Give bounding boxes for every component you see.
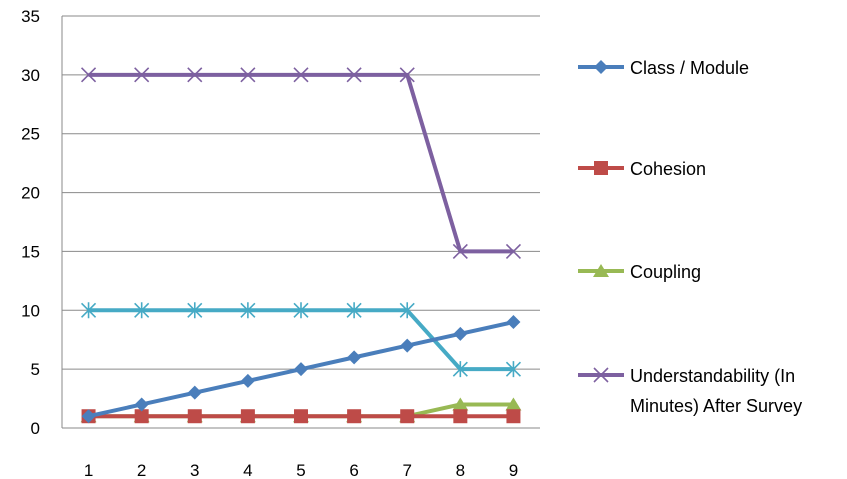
data-point bbox=[81, 409, 96, 424]
x-tick-label: 1 bbox=[84, 461, 93, 479]
data-point bbox=[187, 67, 203, 83]
legend-swatch-marker bbox=[593, 367, 609, 383]
data-point bbox=[346, 302, 362, 319]
y-tick-label: 30 bbox=[21, 66, 40, 85]
y-tick-label: 0 bbox=[31, 419, 40, 438]
data-point bbox=[240, 67, 256, 83]
legend-swatch-marker bbox=[593, 264, 609, 277]
data-point bbox=[294, 409, 308, 424]
x-tick-label: 2 bbox=[137, 461, 146, 479]
data-point bbox=[452, 243, 468, 259]
y-tick-label: 35 bbox=[21, 7, 40, 26]
data-point bbox=[80, 67, 97, 83]
data-point bbox=[505, 397, 522, 411]
data-point bbox=[187, 385, 202, 400]
series-3 bbox=[80, 67, 522, 259]
data-point bbox=[80, 302, 97, 319]
data-point bbox=[293, 67, 309, 83]
data-point bbox=[134, 397, 149, 412]
y-tick-label: 20 bbox=[21, 184, 40, 203]
data-point bbox=[453, 409, 468, 424]
data-point bbox=[134, 67, 150, 83]
legend-swatch-marker bbox=[594, 60, 608, 74]
series-line bbox=[88, 72, 514, 254]
data-point bbox=[506, 409, 521, 424]
data-point bbox=[399, 302, 415, 319]
legend-label: Minutes) After Survey bbox=[630, 396, 802, 416]
data-point bbox=[346, 67, 362, 83]
series-line bbox=[88, 308, 514, 372]
data-point bbox=[240, 302, 256, 319]
data-point bbox=[347, 350, 362, 365]
legend-swatch-marker bbox=[594, 161, 608, 175]
y-tick-label: 25 bbox=[21, 125, 40, 144]
x-tick-label: 6 bbox=[349, 461, 358, 479]
legend-label: Class / Module bbox=[630, 58, 749, 78]
series-layer bbox=[80, 67, 522, 424]
data-point bbox=[187, 302, 203, 319]
series-0 bbox=[81, 315, 521, 424]
axes: 0 5 10 15 20 25 30 35 1 2 3 4 5 6 7 8 9 bbox=[21, 7, 518, 479]
data-point bbox=[294, 362, 308, 377]
legend-label: Understandability (In bbox=[630, 366, 795, 386]
data-point bbox=[134, 302, 150, 319]
data-point bbox=[452, 397, 469, 411]
data-point bbox=[240, 409, 255, 424]
data-point bbox=[453, 326, 468, 341]
legend-label: Coupling bbox=[630, 262, 701, 282]
x-tick-label: 3 bbox=[190, 461, 199, 479]
y-tick-label: 10 bbox=[21, 301, 40, 320]
data-point bbox=[399, 67, 415, 83]
legend-item: Class / Module bbox=[578, 58, 749, 78]
data-point bbox=[293, 302, 309, 319]
y-tick-label: 5 bbox=[31, 360, 40, 379]
data-point bbox=[506, 315, 521, 330]
data-point bbox=[400, 409, 415, 424]
y-tick-label: 15 bbox=[21, 242, 40, 261]
series-1 bbox=[81, 409, 521, 424]
x-tick-label: 8 bbox=[456, 461, 465, 479]
x-tick-label: 4 bbox=[243, 461, 252, 479]
series-4 bbox=[80, 302, 522, 378]
data-point bbox=[347, 409, 362, 424]
x-tick-label: 7 bbox=[402, 461, 411, 479]
legend-item: Cohesion bbox=[578, 159, 706, 179]
legend-item: Understandability (In Minutes) After Surv… bbox=[578, 366, 802, 416]
data-point bbox=[452, 361, 468, 378]
x-tick-label: 9 bbox=[509, 461, 518, 479]
data-point bbox=[240, 373, 255, 388]
data-point bbox=[187, 409, 202, 424]
data-point bbox=[134, 409, 149, 424]
x-tick-label: 5 bbox=[296, 461, 305, 479]
data-point bbox=[505, 243, 522, 259]
legend: Class / Module Cohesion Coupling Understand… bbox=[578, 58, 802, 416]
data-point bbox=[400, 338, 415, 353]
data-point bbox=[505, 361, 522, 378]
legend-item: Coupling bbox=[578, 262, 701, 282]
legend-label: Cohesion bbox=[630, 159, 706, 179]
